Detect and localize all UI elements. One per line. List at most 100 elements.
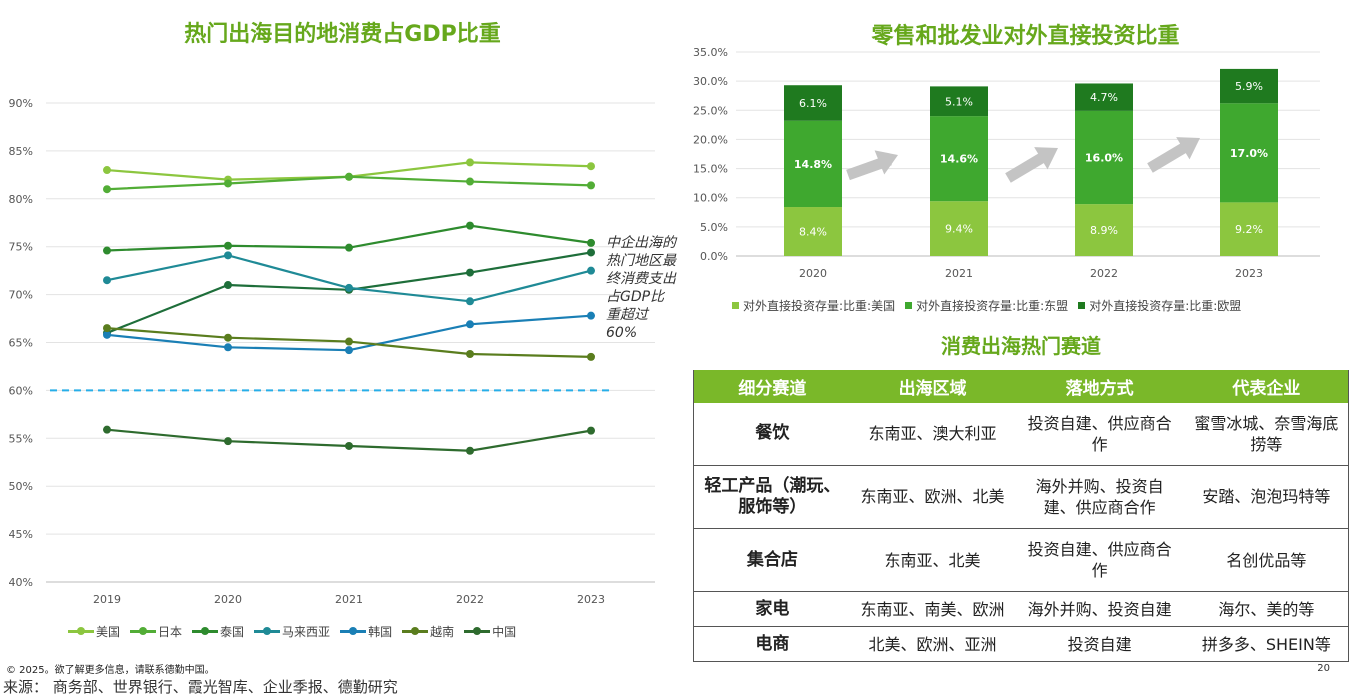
table-row: 轻工产品（潮玩、服饰等） 东南亚、欧洲、北美 海外并购、投资自建、供应商合作 安… — [693, 464, 1349, 529]
series-2-point — [587, 238, 595, 247]
y-tick-label: 30.0% — [693, 75, 728, 88]
y-tick-label: 65% — [9, 337, 33, 350]
legend-item: 美国 — [68, 623, 120, 640]
series-6-point — [103, 425, 111, 434]
legend-label: 中国 — [492, 625, 517, 639]
series-5-point — [587, 352, 595, 361]
x-tick-label: 2023 — [1235, 267, 1263, 280]
series-5-point — [466, 349, 474, 358]
series-3-point — [587, 266, 595, 275]
cell-segment: 餐饮 — [755, 423, 790, 444]
x-tick-label: 2021 — [945, 267, 973, 280]
series-extra-point — [466, 268, 474, 277]
series-1-point — [224, 179, 232, 188]
header-segment: 细分赛道 — [693, 370, 851, 403]
series-extra-point — [587, 248, 595, 257]
cell-companies: 海尔、美的等 — [1184, 591, 1349, 627]
consumption-gdp-line-chart: 40% 45% 50% 55% 60% 65% 70% 75% 80% 85% 90% 2019 202… — [9, 97, 655, 606]
source-note: 来源： 商务部、世界银行、霞光智库、企业季报、德勤研究 — [3, 678, 398, 696]
legend-label: 对外直接投资存量:比重:东盟 — [916, 299, 1069, 313]
legend-swatch — [402, 627, 429, 635]
legend-item: 马来西亚 — [254, 623, 330, 640]
y-tick-label: 35.0% — [693, 46, 728, 59]
cell-method: 海外并购、投资自建 — [1014, 591, 1185, 627]
x-tick-label: 2021 — [335, 593, 363, 606]
series-4-point — [345, 346, 353, 355]
bar-segment — [1220, 103, 1278, 203]
legend-item: 韩国 — [340, 623, 392, 640]
bar-segment — [1075, 110, 1133, 205]
y-tick-label: 15.0% — [693, 163, 728, 176]
series-5-point — [103, 324, 111, 333]
legend-item: 对外直接投资存量:比重:欧盟 — [1078, 297, 1241, 314]
x-tick-label: 2020 — [214, 593, 242, 606]
chart-annotation: 中企出海的热门地区最终消费支出占GDP比重超过60% — [606, 235, 676, 341]
x-tick-label: 2019 — [93, 593, 121, 606]
data-label: 17.0% — [1230, 147, 1268, 160]
table-row: 集合店 东南亚、北美 投资自建、供应商合作 名创优品等 — [693, 528, 1349, 592]
bar-segment — [930, 116, 988, 202]
cell-method: 投资自建、供应商合作 — [1027, 413, 1172, 454]
data-label: 8.9% — [1090, 224, 1118, 237]
series-6-point — [345, 441, 353, 450]
y-tick-label: 80% — [9, 193, 33, 206]
series-6-point — [224, 437, 232, 446]
y-tick-label: 85% — [9, 145, 33, 158]
x-tick-label: 2022 — [456, 593, 484, 606]
cell-region: 东南亚、南美、欧洲 — [850, 591, 1015, 627]
series-1-point — [345, 172, 353, 181]
legend-label: 对外直接投资存量:比重:欧盟 — [1089, 299, 1242, 313]
bar-segment — [930, 201, 988, 256]
trend-arrow-head — [874, 150, 898, 175]
y-tick-label: 90% — [9, 97, 33, 110]
data-label: 16.0% — [1085, 151, 1123, 164]
legend-label: 对外直接投资存量:比重:美国 — [743, 299, 896, 313]
cell-method: 投资自建 — [1014, 626, 1185, 662]
y-tick-label: 50% — [9, 480, 33, 493]
y-tick-label: 0.0% — [700, 250, 728, 263]
data-label: 9.2% — [1235, 223, 1263, 236]
series-4-point — [103, 330, 111, 339]
bar-segment — [1220, 202, 1278, 256]
series-1-point — [466, 177, 474, 186]
table-row: 餐饮 东南亚、澳大利亚 投资自建、供应商合作 蜜雪冰城、奈雪海底捞等 — [694, 403, 1349, 465]
data-label: 6.1% — [799, 97, 827, 110]
legend-label: 泰国 — [220, 625, 245, 639]
series-4-point — [224, 343, 232, 352]
cell-companies: 蜜雪冰城、奈雪海底捞等 — [1194, 413, 1339, 454]
series-1-point — [587, 181, 595, 190]
series-2-point — [224, 241, 232, 250]
consumption-tracks-table: 细分赛道 出海区域 落地方式 代表企业 餐饮 东南亚、澳大利亚 投资自建、供应商… — [693, 370, 1349, 662]
cell-segment: 电商 — [693, 626, 851, 662]
series-5-point — [345, 337, 353, 346]
y-tick-label: 45% — [9, 528, 33, 541]
legend-item: 泰国 — [192, 623, 244, 640]
legend-label: 美国 — [96, 625, 121, 639]
series-0-point — [466, 158, 474, 167]
cell-region: 东南亚、澳大利亚 — [868, 424, 997, 444]
page-number: 20 — [1317, 663, 1330, 674]
cell-companies: 拼多多、SHEIN等 — [1184, 626, 1349, 662]
series-3-point — [224, 251, 232, 260]
data-label: 4.7% — [1090, 91, 1118, 104]
legend-swatch — [340, 627, 367, 635]
cell-method: 投资自建、供应商合作 — [1014, 528, 1185, 592]
x-tick-label: 2022 — [1090, 267, 1118, 280]
legend-swatch — [905, 302, 913, 309]
data-label: 8.4% — [799, 226, 827, 239]
series-6-point — [466, 446, 474, 455]
data-label: 14.8% — [794, 158, 832, 171]
legend-label: 韩国 — [368, 625, 393, 639]
trend-arrow-head — [1176, 137, 1200, 160]
y-tick-label: 10.0% — [693, 192, 728, 205]
data-label: 14.6% — [940, 153, 978, 166]
cell-method: 海外并购、投资自建、供应商合作 — [1014, 464, 1185, 529]
cell-segment: 轻工产品（潮玩、服饰等） — [693, 464, 851, 529]
legend-item: 越南 — [402, 623, 454, 640]
legend-swatch — [130, 627, 157, 635]
bar-chart-legend: 对外直接投资存量:比重:美国 对外直接投资存量:比重:东盟 对外直接投资存量:比重:… — [732, 297, 1251, 314]
x-tick-label: 2023 — [577, 593, 605, 606]
bar-segment — [784, 85, 842, 121]
y-tick-label: 5.0% — [700, 221, 728, 234]
cell-companies: 安踏、泡泡玛特等 — [1184, 464, 1349, 529]
